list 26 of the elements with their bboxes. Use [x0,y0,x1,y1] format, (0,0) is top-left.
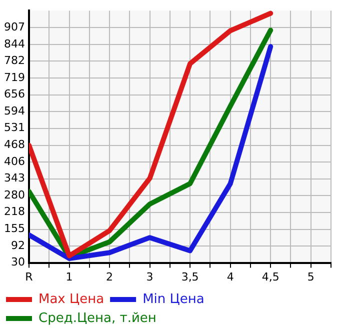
y-tick-label: 656 [4,88,25,101]
y-tick-label: 92 [10,239,25,252]
y-tick-label: 594 [4,104,25,118]
y-tick-label: 844 [4,37,25,50]
y-tick-label: 218 [4,205,25,218]
y-tick-label: 30 [10,256,25,269]
x-tick-label: 3 [146,270,154,284]
y-tick-label: 155 [4,222,25,236]
y-tick-label: 782 [4,54,25,67]
x-tick-label: 4 [226,270,234,284]
y-tick-label: 719 [4,70,25,84]
x-tick-label: 5 [307,270,314,284]
legend-label: Max Цена [38,292,104,307]
x-tick-label: 4,5 [262,270,280,284]
y-tick-label: 468 [4,138,25,152]
y-tick-label: 343 [4,172,25,185]
legend-label: Сред.Цена, т.йен [38,310,156,326]
x-tick-label: 1 [66,270,73,284]
y-tick-label: 406 [4,154,25,168]
legend-label: Min Цена [142,292,204,307]
x-tick-label: 2 [106,270,114,284]
x-tick-label: 3,5 [181,270,199,284]
y-tick-label: 531 [4,121,25,134]
x-tick-label: R [25,270,34,284]
y-tick-label: 907 [4,20,25,34]
y-tick-label: 280 [4,188,25,202]
